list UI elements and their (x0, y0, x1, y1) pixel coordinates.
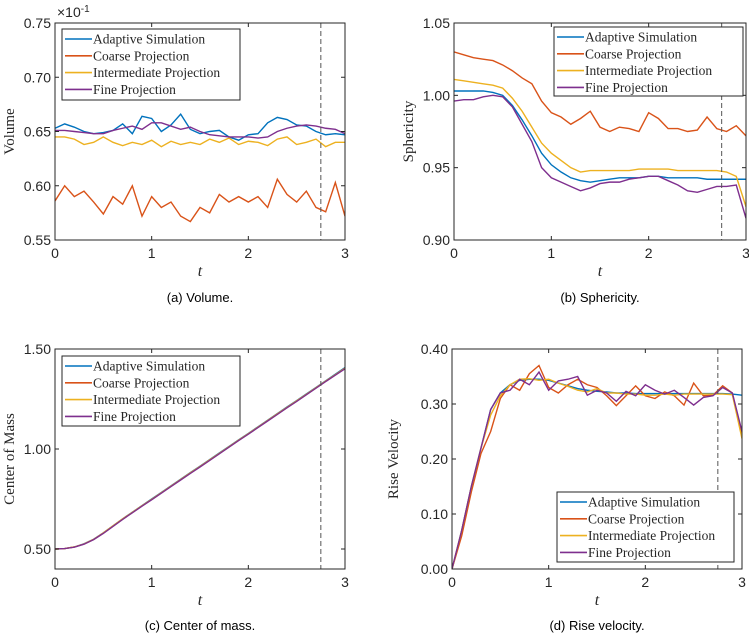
y-tick-label: 1.05 (423, 15, 450, 31)
y-tick-label: 0.55 (24, 232, 51, 248)
legend-box (61, 355, 241, 427)
x-tick-label: 2 (244, 574, 252, 590)
y-axis-label: Center of Mass (2, 413, 18, 505)
y-tick-label: 0.75 (24, 15, 51, 31)
y-tick-label: 0.30 (421, 396, 448, 412)
series-line-intermediate (55, 136, 345, 148)
y-axis-label: Volume (2, 108, 18, 155)
legend-label-fine: Fine Projection (93, 409, 176, 424)
y-tick-label: 0.00 (421, 561, 448, 577)
y-tick-label: 0.20 (421, 451, 448, 467)
x-tick-label: 3 (341, 245, 349, 261)
y-tick-label: 0.65 (24, 124, 51, 140)
legend-label-fine: Fine Projection (585, 80, 668, 95)
subplot-caption: (b) Sphericity. (560, 290, 639, 305)
legend-label-adaptive: Adaptive Simulation (93, 359, 205, 374)
legend-label-coarse: Coarse Projection (93, 48, 190, 63)
series-line-adaptive (454, 90, 746, 183)
subplot-caption: (d) Rise velocity. (549, 618, 644, 633)
legend-box (556, 491, 735, 563)
x-tick-label: 2 (244, 245, 252, 261)
x-axis-label: t (595, 592, 600, 609)
legend-label-coarse: Coarse Projection (588, 511, 685, 526)
subplot-4: 0 1 2 3 0.00 0.10 0.20 0.30 0.40 t Rise Velocity (d… (386, 341, 746, 633)
y-tick-label: 1.00 (423, 87, 450, 103)
legend-label-adaptive: Adaptive Simulation (585, 30, 697, 45)
axes-box (54, 348, 346, 570)
x-tick-label: 3 (742, 245, 749, 261)
subplot-2: 0 1 2 3 0.90 0.95 1.00 1.05 t Sphericity (b) Spher… (401, 15, 749, 305)
x-tick-label: 2 (645, 245, 653, 261)
y-tick-label: 1.50 (24, 341, 51, 357)
x-tick-label: 0 (51, 574, 59, 590)
subplot-1: 0 1 2 3 0.55 0.60 0.65 0.70 0.75 t Volume (a) Volum… (2, 4, 349, 305)
y-tick-label: 0.50 (24, 541, 51, 557)
x-tick-label: 0 (450, 245, 458, 261)
y-axis-label: Sphericity (401, 100, 417, 162)
series-line-fine (454, 94, 746, 219)
series-line-fine (55, 368, 345, 550)
x-axis-label: t (198, 263, 203, 280)
legend-label-intermediate: Intermediate Projection (588, 528, 715, 543)
x-axis-label: t (198, 592, 203, 609)
series-line-adaptive (55, 112, 345, 141)
x-tick-label: 0 (448, 574, 456, 590)
series-line-fine (452, 370, 742, 569)
legend-label-intermediate: Intermediate Projection (585, 63, 712, 78)
legend-label-fine: Fine Projection (93, 82, 176, 97)
x-tick-label: 3 (341, 574, 349, 590)
y-tick-label: 0.70 (24, 69, 51, 85)
series-line-coarse (55, 177, 345, 223)
y-axis-label: Rise Velocity (386, 418, 402, 499)
legend-label-coarse: Coarse Projection (93, 375, 190, 390)
exponent-power: -1 (81, 4, 90, 15)
legend-label-intermediate: Intermediate Projection (93, 65, 220, 80)
y-tick-label: 0.10 (421, 506, 448, 522)
x-tick-label: 2 (641, 574, 649, 590)
series-line-coarse (452, 364, 742, 569)
axes-box (453, 22, 747, 241)
x-tick-label: 1 (148, 245, 156, 261)
axis-exponent-label: ×10-1 (57, 4, 90, 20)
x-tick-label: 1 (148, 574, 156, 590)
legend-box (61, 28, 241, 101)
y-tick-label: 1.00 (24, 441, 51, 457)
series-line-intermediate (452, 377, 742, 569)
x-tick-label: 1 (547, 245, 555, 261)
series-line-intermediate (454, 78, 746, 207)
legend-box (553, 26, 744, 97)
legend-label-fine: Fine Projection (588, 545, 671, 560)
series-line-coarse (454, 51, 746, 137)
series-line-fine (55, 122, 345, 139)
legend-label-adaptive: Adaptive Simulation (93, 32, 205, 47)
y-tick-label: 0.95 (423, 160, 450, 176)
subplot-caption: (a) Volume. (167, 290, 233, 305)
y-tick-label: 0.90 (423, 232, 450, 248)
y-tick-label: 0.60 (24, 178, 51, 194)
subplot-caption: (c) Center of mass. (145, 618, 256, 633)
x-tick-label: 1 (545, 574, 553, 590)
legend-label-coarse: Coarse Projection (585, 46, 682, 61)
x-tick-label: 0 (51, 245, 59, 261)
subplot-3: 0 1 2 3 0.50 1.00 1.50 t Center of Mass (c) Cente… (2, 341, 349, 633)
x-tick-label: 3 (738, 574, 746, 590)
legend-label-intermediate: Intermediate Projection (93, 392, 220, 407)
x-axis-label: t (598, 263, 603, 280)
legend-label-adaptive: Adaptive Simulation (588, 495, 700, 510)
y-tick-label: 0.40 (421, 341, 448, 357)
